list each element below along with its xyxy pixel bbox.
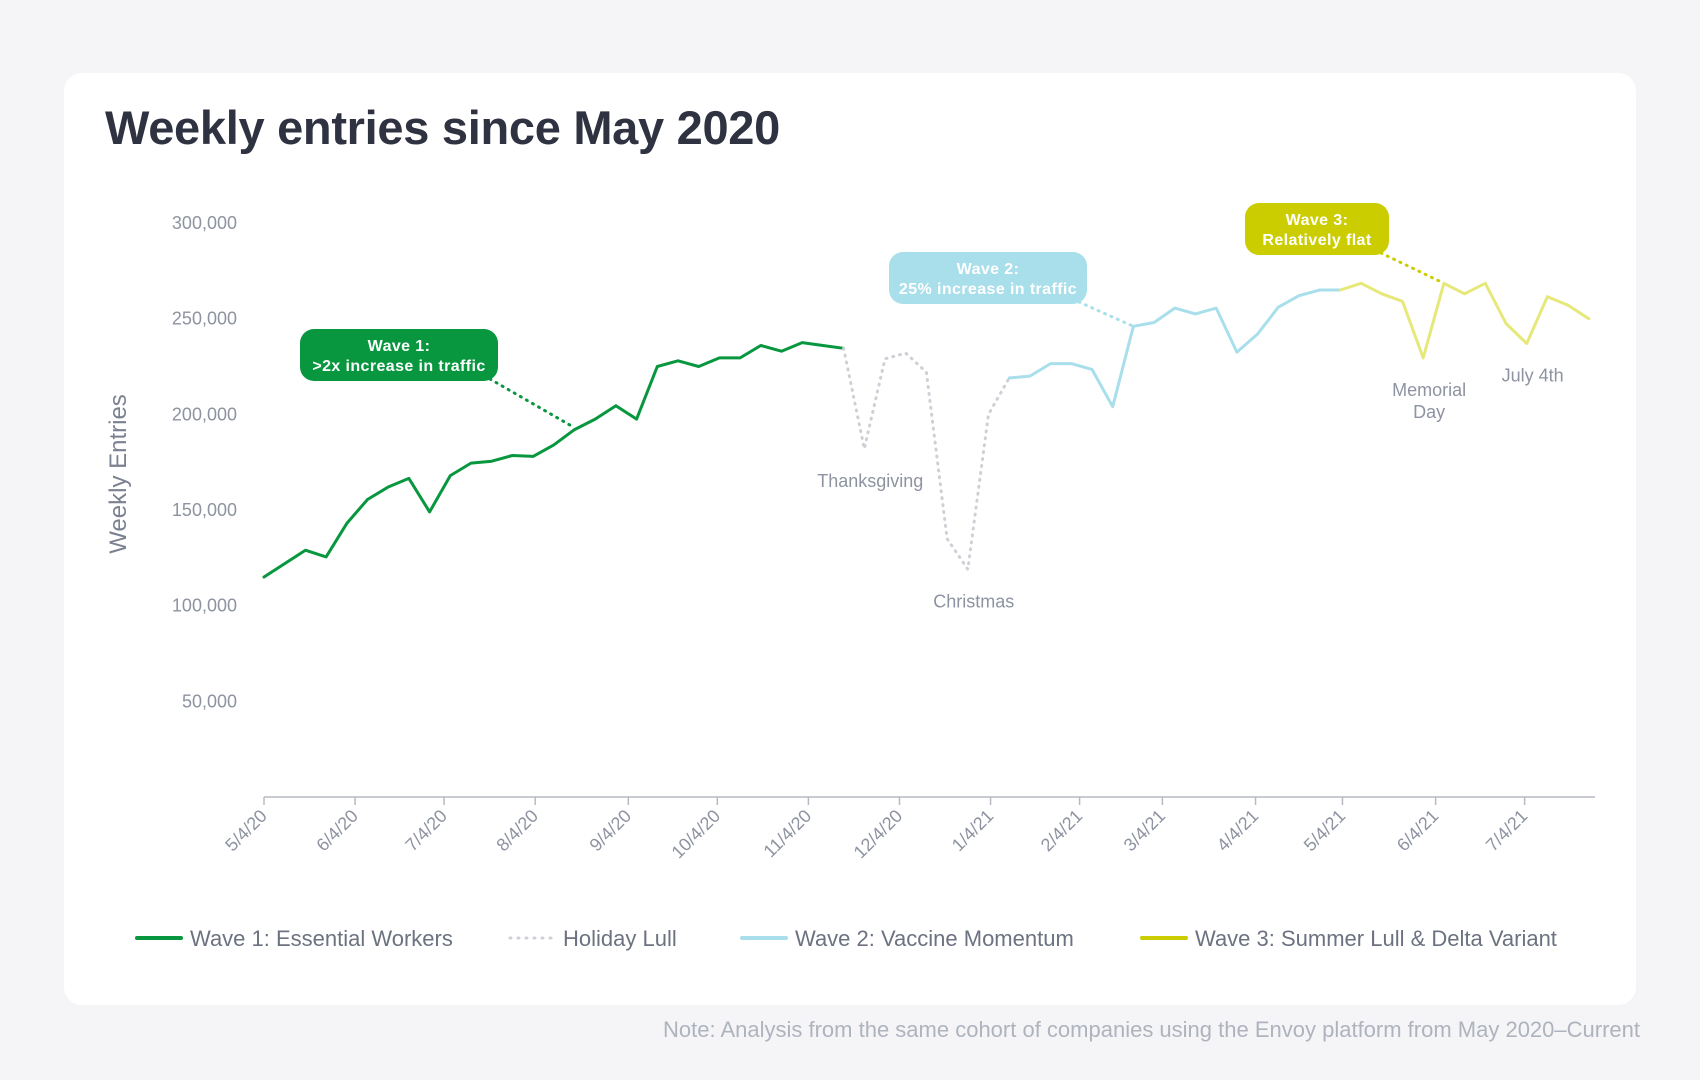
annotation-label: Christmas	[933, 591, 1014, 611]
x-tick-label: 9/4/20	[586, 806, 636, 856]
callout-box	[889, 252, 1087, 304]
y-tick-label: 150,000	[172, 500, 237, 520]
callout-leader	[1379, 251, 1446, 285]
callout-leader	[1077, 300, 1135, 328]
y-tick-label: 300,000	[172, 213, 237, 233]
y-tick-label: 100,000	[172, 596, 237, 616]
x-tick-label: 1/4/21	[948, 806, 998, 856]
annotation-label: July 4th	[1502, 366, 1564, 386]
chart-title: Weekly entries since May 2020	[105, 101, 780, 154]
callout-title: Wave 2:	[957, 261, 1020, 278]
callout-title: Wave 3:	[1286, 212, 1349, 229]
callout-box	[300, 329, 498, 381]
callout-title: Wave 1:	[368, 338, 431, 355]
x-tick-label: 6/4/21	[1393, 806, 1443, 856]
footnote: Note: Analysis from the same cohort of c…	[662, 1017, 1640, 1042]
x-tick-label: 2/4/21	[1037, 806, 1087, 856]
x-tick-label: 5/4/21	[1300, 806, 1350, 856]
series-line-wave-3-summer-lull-delta-variant	[1338, 281, 1591, 360]
annotation-label: Memorial	[1392, 380, 1466, 400]
annotation-label: Day	[1413, 402, 1445, 422]
y-tick-label: 50,000	[182, 691, 237, 711]
series-line-wave-2-vaccine-momentum	[1007, 288, 1342, 409]
x-tick-label: 5/4/20	[221, 806, 271, 856]
y-axis-title: Weekly Entries	[105, 394, 132, 554]
callout-subtitle: >2x increase in traffic	[312, 358, 485, 375]
callout-box	[1245, 203, 1389, 255]
annotation-label: Thanksgiving	[817, 471, 923, 491]
legend-label: Wave 3: Summer Lull & Delta Variant	[1195, 926, 1557, 951]
legend-label: Holiday Lull	[563, 926, 677, 951]
x-tick-label: 3/4/21	[1120, 806, 1170, 856]
callout-subtitle: Relatively flat	[1262, 232, 1371, 249]
x-tick-label: 10/4/20	[668, 806, 725, 863]
x-tick-label: 6/4/20	[312, 806, 362, 856]
x-tick-label: 4/4/21	[1213, 806, 1263, 856]
callout-subtitle: 25% increase in traffic	[899, 281, 1077, 298]
callout-leader	[488, 377, 576, 430]
legend-label: Wave 2: Vaccine Momentum	[795, 926, 1074, 951]
x-tick-label: 7/4/21	[1482, 806, 1532, 856]
series-line-holiday-lull	[842, 346, 1011, 571]
x-tick-label: 8/4/20	[492, 806, 542, 856]
series-line-wave-1-essential-workers	[262, 341, 846, 579]
x-tick-label: 11/4/20	[760, 806, 816, 862]
x-tick-label: 7/4/20	[401, 806, 451, 856]
legend-label: Wave 1: Essential Workers	[190, 926, 453, 951]
x-tick-label: 12/4/20	[850, 806, 907, 863]
y-tick-label: 200,000	[172, 404, 237, 424]
y-tick-label: 250,000	[172, 309, 237, 329]
